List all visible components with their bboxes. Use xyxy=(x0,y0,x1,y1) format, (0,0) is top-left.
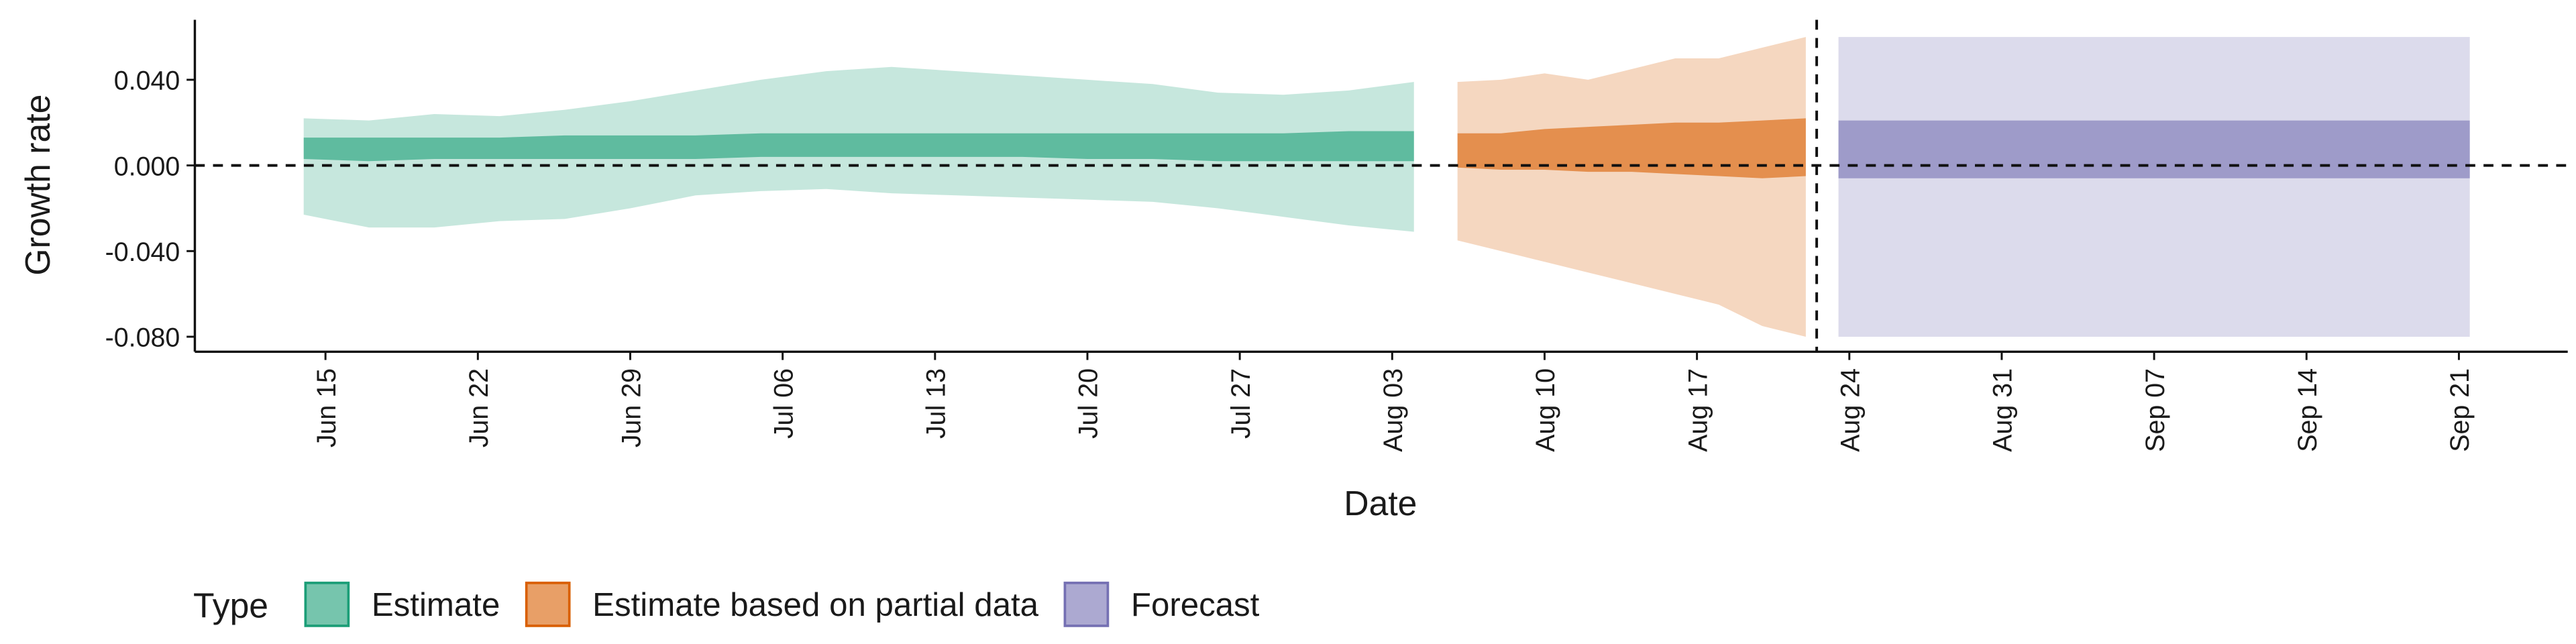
legend-swatch xyxy=(525,582,571,627)
legend-swatch xyxy=(304,582,350,627)
y-tick-label: -0.080 xyxy=(105,323,180,353)
x-tick-label: Aug 17 xyxy=(1683,368,1713,452)
outer-band xyxy=(1838,37,2470,337)
x-tick-label: Jul 13 xyxy=(922,368,951,439)
y-tick-label: 0.000 xyxy=(114,152,180,181)
inner-band xyxy=(303,131,1414,162)
x-tick-label: Jun 15 xyxy=(312,368,341,447)
legend-label: Forecast xyxy=(1131,586,1260,623)
x-tick-label: Jul 20 xyxy=(1074,368,1104,439)
legend-label: Estimate based on partial data xyxy=(592,586,1038,623)
x-tick-label: Aug 31 xyxy=(1988,368,2018,452)
x-tick-label: Jul 06 xyxy=(769,368,798,439)
x-tick-label: Jul 27 xyxy=(1226,368,1256,439)
y-axis-title: Growth rate xyxy=(18,95,57,276)
inner-band xyxy=(1838,120,2470,178)
y-tick-label: 0.040 xyxy=(114,66,180,96)
x-tick-label: Sep 14 xyxy=(2293,368,2322,452)
legend-label: Estimate xyxy=(372,586,500,623)
legend-title: Type xyxy=(193,586,268,625)
x-tick-label: Aug 03 xyxy=(1379,368,1408,452)
legend-swatch xyxy=(1063,582,1110,627)
x-tick-label: Jun 22 xyxy=(464,368,494,447)
x-tick-label: Aug 24 xyxy=(1836,368,1866,452)
inner-band xyxy=(1457,118,1806,178)
x-tick-label: Jun 29 xyxy=(616,368,646,447)
x-tick-label: Sep 21 xyxy=(2445,368,2475,452)
x-tick-label: Aug 10 xyxy=(1531,368,1560,452)
x-axis-title: Date xyxy=(1344,484,1417,523)
x-tick-label: Sep 07 xyxy=(2141,368,2170,452)
outer-band xyxy=(1457,37,1806,337)
y-tick-label: -0.040 xyxy=(105,237,180,267)
